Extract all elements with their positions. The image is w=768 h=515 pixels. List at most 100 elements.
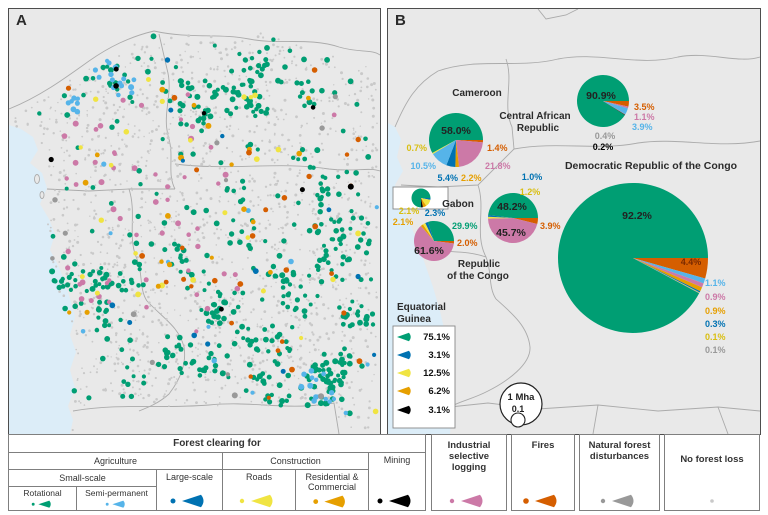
no-forest-loss-glyph-icon (710, 499, 714, 503)
pie-slice-mining (421, 198, 423, 208)
eg-value-residential_commercial: 6.2% (428, 386, 450, 397)
pie-democratic-republic-of-the-congo (558, 182, 708, 333)
legend-item-no-forest-loss: No forest loss (664, 434, 760, 511)
pie-slice-logging (413, 225, 454, 261)
pie-equatorial-guinea (411, 188, 431, 208)
pie-value-democratic-republic-of-the-congo-roads: 0.1% (705, 332, 726, 342)
pie-value-republic-of-the-congo-logging: 45.7% (496, 227, 526, 239)
pie-value-cameroon-logging: 21.8% (485, 161, 511, 171)
legend-item-residential-commercial: Residential & Commercial (295, 469, 369, 511)
dots-natural (50, 94, 338, 400)
dots-large_scale (109, 57, 377, 374)
pie-value-gabon-logging: 61.6% (414, 245, 444, 257)
eg-value-roads: 12.5% (423, 368, 450, 379)
dots-logging (61, 92, 337, 334)
pie-slice-rotational (558, 182, 708, 333)
pie-slice-rotational (411, 188, 431, 208)
scale-label-1mha: 1 Mha (508, 392, 536, 403)
natural-disturbances-glyph-icon (600, 494, 633, 508)
country-label-democratic-republic-of-the-congo: Democratic Republic of the Congo (565, 160, 737, 172)
legend-item-natural-forest-disturbances: Natural forest disturbances (579, 434, 660, 511)
semi-permanent-glyph-icon (105, 500, 125, 508)
residential-commercial-glyph-icon (313, 495, 345, 508)
country-label-equatorial-guinea: Guinea (397, 314, 431, 325)
country-label-republic-of-the-congo: Republic (458, 259, 501, 270)
pie-slice-rotational (427, 220, 454, 241)
legend-title: Forest clearing for (8, 434, 426, 453)
pie-slice-fires (633, 258, 708, 279)
legend-item-mining: Mining (368, 452, 426, 511)
pie-value-democratic-republic-of-the-congo-rotational: 92.2% (622, 210, 652, 222)
pie-value-republic-of-the-congo-rotational: 48.2% (497, 201, 527, 213)
legend-item-semi-permanent: Semi-permanent (76, 486, 157, 511)
logging-label: Industrial selective logging (447, 440, 491, 473)
large-scale-label: Large-scale (165, 472, 214, 482)
pie-value-central-african-republic-natural: 0.4% (595, 131, 616, 141)
pie-value-democratic-republic-of-the-congo-semi_permanent: 1.1% (705, 278, 726, 288)
legend-item-large-scale: Large-scale (156, 469, 223, 511)
large-scale-glyph-icon (170, 494, 203, 508)
pie-slice-roads (633, 258, 700, 293)
pie-slice-semi_permanent (603, 101, 628, 115)
country-label-central-african-republic: Central African (499, 111, 570, 122)
country-label-republic-of-the-congo: of the Congo (447, 271, 509, 282)
pie-slice-fires (434, 241, 454, 244)
pie-value-gabon-roads: 2.1% (399, 206, 420, 216)
pie-cameroon (429, 113, 484, 167)
pie-value-central-african-republic-semi_permanent: 3.9% (632, 122, 653, 132)
fires-label: Fires (531, 440, 555, 451)
pie-value-labels: 58.0% 1.4% 21.8%2.2%5.4%10.5% 0.7% 90.9% 3.5%… (393, 90, 726, 355)
pie-value-gabon-large_scale: 2.3% (425, 208, 446, 218)
dots-roads (78, 77, 379, 415)
pie-value-central-african-republic-logging: 1.1% (634, 112, 655, 122)
dots-mining (48, 66, 354, 312)
eg-glyph-rotational (397, 332, 411, 342)
atlantic-ocean (9, 125, 76, 434)
pie-slice-large_scale (633, 258, 701, 293)
legend-item-fires: Fires (511, 434, 575, 511)
country-label-central-african-republic: Republic (517, 123, 560, 134)
pie-slice-roads (421, 198, 431, 206)
logging-glyph-icon (449, 494, 483, 508)
pie-slice-natural (603, 101, 626, 115)
legend-group-agriculture: Agriculture (8, 452, 223, 470)
pie-slice-mining (603, 101, 626, 116)
pie-slice-logging (633, 258, 704, 288)
pie-value-democratic-republic-of-the-congo-logging: 0.9% (705, 292, 726, 302)
pie-value-democratic-republic-of-the-congo-natural: 0.1% (705, 345, 726, 355)
eg-glyph-roads (397, 368, 411, 378)
panel-a-sample-map: A (8, 8, 381, 435)
pie-value-republic-of-the-congo-fires: 3.9% (540, 221, 561, 231)
panel-b-pie-map: 58.0% 1.4% 21.8% 2.2% 5.4% 10.5% 0.7% 90.9% 3.5%… (387, 8, 761, 435)
pie-value-democratic-republic-of-the-congo-residential_commercial: 0.9% (705, 306, 726, 316)
pie-slice-large_scale (421, 198, 431, 200)
panel-b-label: B (395, 12, 406, 29)
legend: Forest clearing for Agriculture Construc… (8, 434, 760, 511)
forest-loss-sample-dots (14, 32, 379, 432)
pie-slice-logging (488, 218, 538, 243)
pie-slice-logging (603, 101, 629, 109)
country-borders (394, 9, 760, 434)
legend-group-small-scale: Small-scale (8, 469, 157, 487)
scale-label-01mha: 0.1 (512, 404, 525, 414)
roads-glyph-icon (239, 494, 273, 508)
pie-slice-rotational (577, 74, 629, 127)
pie-republic-of-the-congo (488, 193, 538, 243)
rotational-label: Rotational (23, 488, 62, 498)
pie-value-gabon-fires: 2.0% (457, 238, 478, 248)
pie-slice-semi_permanent (633, 258, 706, 284)
pie-value-central-african-republic-rotational: 90.9% (586, 90, 616, 102)
residential-commercial-label: Residential & Commercial (305, 472, 359, 493)
country-label-equatorial-guinea: Equatorial (397, 302, 446, 313)
pie-slice-natural (633, 258, 700, 294)
pie-value-central-african-republic-fires: 3.5% (634, 102, 655, 112)
pie-slice-fires (513, 218, 538, 225)
mining-label: Mining (383, 455, 411, 465)
eg-value-mining: 3.1% (428, 405, 450, 416)
pie-value-republic-of-the-congo-roads: 1.2% (520, 187, 541, 197)
pie-value-cameroon-semi_permanent: 10.5% (410, 161, 436, 171)
dots-residential_commercial (67, 86, 311, 315)
